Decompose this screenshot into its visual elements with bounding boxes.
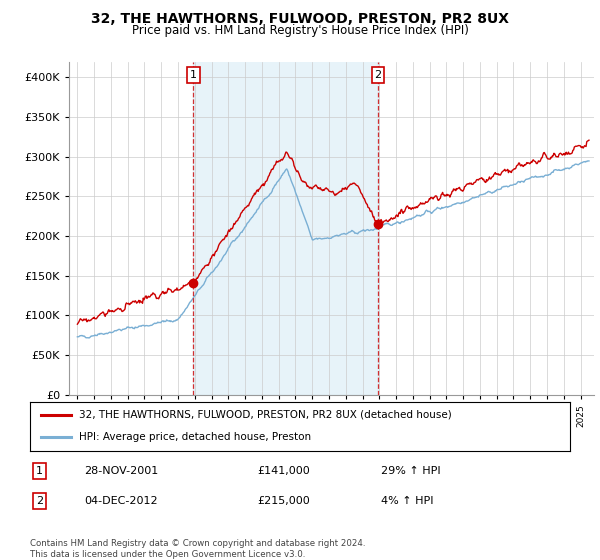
Text: £141,000: £141,000 xyxy=(257,466,310,476)
Text: £215,000: £215,000 xyxy=(257,496,310,506)
Text: Price paid vs. HM Land Registry's House Price Index (HPI): Price paid vs. HM Land Registry's House … xyxy=(131,24,469,36)
Text: 2: 2 xyxy=(36,496,43,506)
Text: 29% ↑ HPI: 29% ↑ HPI xyxy=(381,466,440,476)
Text: 4% ↑ HPI: 4% ↑ HPI xyxy=(381,496,433,506)
Text: 28-NOV-2001: 28-NOV-2001 xyxy=(84,466,158,476)
Text: Contains HM Land Registry data © Crown copyright and database right 2024.
This d: Contains HM Land Registry data © Crown c… xyxy=(30,539,365,559)
Text: 1: 1 xyxy=(36,466,43,476)
Text: 1: 1 xyxy=(190,70,197,80)
Text: 32, THE HAWTHORNS, FULWOOD, PRESTON, PR2 8UX (detached house): 32, THE HAWTHORNS, FULWOOD, PRESTON, PR2… xyxy=(79,410,451,420)
Text: HPI: Average price, detached house, Preston: HPI: Average price, detached house, Pres… xyxy=(79,432,311,442)
Text: 32, THE HAWTHORNS, FULWOOD, PRESTON, PR2 8UX: 32, THE HAWTHORNS, FULWOOD, PRESTON, PR2… xyxy=(91,12,509,26)
Text: 2: 2 xyxy=(374,70,382,80)
Text: 04-DEC-2012: 04-DEC-2012 xyxy=(84,496,158,506)
